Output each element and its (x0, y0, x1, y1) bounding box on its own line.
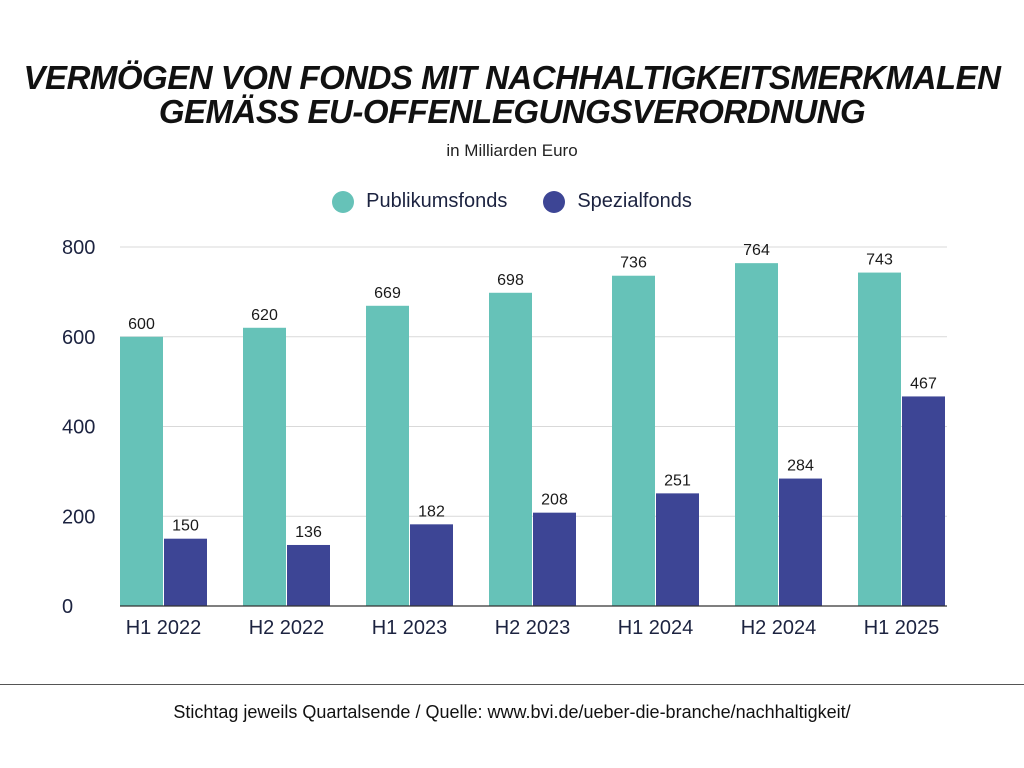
data-label: 251 (664, 472, 691, 489)
source-footnote: Stichtag jeweils Quartalsende / Quelle: … (173, 702, 851, 722)
legend-label-publikumsfonds: Publikumsfonds (366, 190, 508, 212)
data-label: 467 (910, 375, 937, 392)
bar-spezialfonds (410, 524, 453, 606)
data-label: 600 (128, 316, 155, 333)
bar-spezialfonds (779, 478, 822, 606)
data-label: 736 (620, 255, 647, 272)
footer-divider (0, 684, 1024, 685)
bar-chart: 0 200 400 600 800 600 150 H1 2022 620 136 H2 2022 6… (62, 237, 947, 639)
data-label: 669 (374, 285, 401, 302)
x-tick-label: H1 2022 (126, 617, 202, 639)
bar-publikumsfonds (489, 292, 532, 606)
bar-publikumsfonds (243, 327, 286, 606)
data-label: 764 (743, 242, 770, 259)
x-tick-label: H1 2025 (864, 617, 940, 639)
data-label: 698 (497, 272, 524, 289)
legend-item-spezialfonds: Spezialfonds (543, 190, 692, 213)
y-tick-label: 0 (62, 596, 73, 618)
data-label: 150 (172, 518, 199, 535)
bar-spezialfonds (533, 512, 576, 606)
data-label: 208 (541, 492, 568, 509)
data-label: 620 (251, 307, 278, 324)
legend-swatch-spezialfonds (543, 190, 566, 213)
y-tick-label: 400 (62, 417, 95, 439)
bar-spezialfonds (902, 396, 945, 606)
legend-label-spezialfonds: Spezialfonds (577, 190, 692, 212)
bar-spezialfonds (164, 538, 207, 606)
chart-legend: Publikumsfonds Spezialfonds (0, 190, 1024, 213)
chart-title-line-1: VERMÖGEN VON FONDS MIT NACHHALTIGKEITSME… (23, 59, 1001, 96)
bar-publikumsfonds (366, 305, 409, 606)
y-tick-label: 600 (62, 327, 95, 349)
bar-spezialfonds (656, 493, 699, 606)
bar-publikumsfonds (735, 263, 778, 606)
x-tick-label: H1 2023 (372, 617, 448, 639)
y-tick-label: 800 (62, 237, 95, 259)
legend-swatch-publikumsfonds (332, 190, 355, 213)
x-tick-label: H1 2024 (618, 617, 694, 639)
chart-title-line-2: GEMÄSS EU-OFFENLEGUNGSVERORDNUNG (158, 93, 866, 130)
bar-spezialfonds (287, 544, 330, 606)
data-label: 182 (418, 503, 445, 520)
legend-item-publikumsfonds: Publikumsfonds (332, 190, 507, 213)
data-label: 136 (295, 524, 322, 541)
x-tick-label: H2 2024 (741, 617, 817, 639)
bar-publikumsfonds (858, 272, 901, 606)
data-label: 284 (787, 458, 814, 475)
bar-publikumsfonds (120, 336, 163, 606)
chart-subtitle: in Milliarden Euro (446, 141, 578, 160)
data-label: 743 (866, 252, 893, 269)
x-tick-label: H2 2022 (249, 617, 325, 639)
y-tick-label: 200 (62, 506, 95, 528)
x-tick-label: H2 2023 (495, 617, 571, 639)
bar-publikumsfonds (612, 275, 655, 606)
